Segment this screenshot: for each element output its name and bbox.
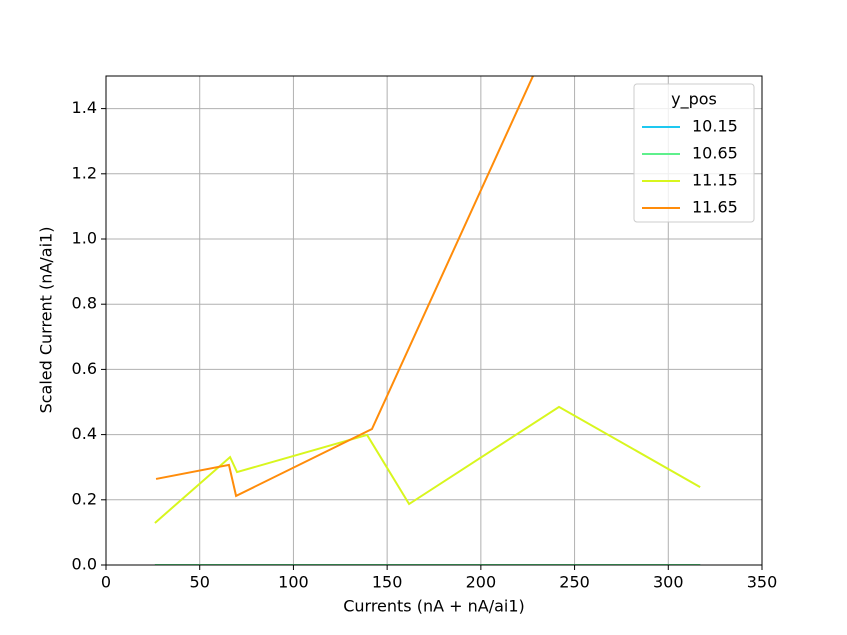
legend-label: 10.15: [692, 117, 738, 136]
plot-lines: [154, 76, 701, 565]
y-tick-label: 1.4: [72, 98, 97, 117]
legend-label: 10.65: [692, 144, 738, 163]
plot-frame: [105, 75, 763, 566]
x-tick-label: 300: [653, 573, 684, 592]
y-axis-label: Scaled Current (nA/ai1): [37, 227, 56, 414]
y-tick-label: 1.2: [72, 163, 97, 182]
x-tick-label: 0: [101, 573, 111, 592]
y-tick-label: 1.0: [72, 229, 97, 248]
y-tick-label: 0.2: [72, 489, 97, 508]
legend-label: 11.15: [692, 171, 738, 190]
x-tick-label: 350: [747, 573, 778, 592]
legend-label: 11.65: [692, 198, 738, 217]
y-tick-label: 0.0: [72, 555, 97, 574]
x-axis-label: Currents (nA + nA/ai1): [343, 597, 525, 616]
x-tick-label: 150: [372, 573, 403, 592]
legend-box: [633, 83, 755, 223]
line: [154, 405, 701, 524]
x-tick-label: 250: [559, 573, 590, 592]
y-tick-label: 0.8: [72, 294, 97, 313]
line: [155, 76, 535, 498]
x-tick-label: 50: [190, 573, 210, 592]
y-tick-label: 0.6: [72, 359, 97, 378]
x-tick-label: 100: [278, 573, 309, 592]
x-tick-label: 200: [466, 573, 497, 592]
y-tick-label: 0.4: [72, 424, 97, 443]
legend-title: y_pos: [671, 90, 717, 110]
